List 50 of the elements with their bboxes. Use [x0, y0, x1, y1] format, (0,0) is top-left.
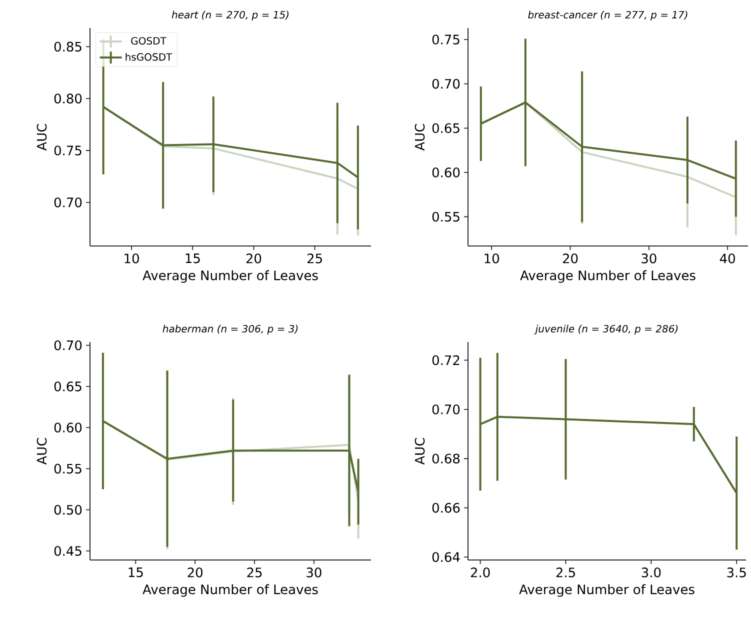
x-tick-label: 15: [186, 254, 200, 264]
x-axis-title: Average Number of Leaves: [142, 584, 318, 597]
y-axis-title: AUC: [36, 124, 47, 151]
y-tick-label: 0.80: [54, 94, 82, 104]
y-tick-label: 0.66: [432, 502, 460, 513]
legend-label: hsGOSDT: [126, 53, 172, 61]
y-axis-title: AUC: [36, 438, 47, 465]
x-tick-label: 30: [642, 254, 656, 264]
x-tick-label: 25: [247, 568, 262, 578]
legend-label: GOSDT: [131, 37, 166, 45]
x-tick-label: 30: [306, 568, 322, 578]
y-tick-label: 0.75: [54, 146, 82, 156]
x-tick-label: 10: [484, 254, 499, 264]
x-tick-label: 2.0: [470, 568, 490, 578]
chart-title: juvenile (n = 3640, p = 286): [534, 324, 678, 334]
y-tick-label: 0.60: [54, 422, 82, 432]
y-tick-label: 0.65: [432, 123, 460, 134]
x-tick-label: 20: [188, 568, 202, 578]
y-tick-label: 0.50: [54, 504, 82, 515]
y-tick-label: 0.70: [432, 404, 460, 414]
x-axis-title: Average Number of Leaves: [519, 584, 694, 597]
x-tick-label: 2.5: [556, 568, 575, 578]
y-tick-label: 0.70: [432, 78, 460, 89]
x-axis-title: Average Number of Leaves: [142, 270, 318, 283]
y-tick-label: 0.55: [432, 212, 460, 222]
x-tick-label: 3.5: [727, 568, 746, 578]
y-tick-label: 0.72: [432, 355, 460, 366]
y-tick-label: 0.55: [54, 464, 82, 474]
y-axis-title: AUC: [414, 438, 425, 465]
x-tick-label: 20: [562, 254, 578, 264]
x-tick-label: 25: [307, 254, 322, 264]
y-tick-label: 0.45: [54, 546, 82, 556]
y-tick-label: 0.85: [54, 42, 82, 52]
chart-title: heart (n = 270, p = 15): [172, 10, 288, 20]
x-tick-label: 10: [124, 254, 139, 264]
y-tick-label: 0.60: [432, 168, 460, 178]
y-axis-title: AUC: [414, 124, 425, 151]
y-tick-label: 0.70: [54, 197, 82, 208]
y-tick-label: 0.68: [432, 454, 460, 464]
y-tick-label: 0.75: [432, 34, 460, 44]
x-axis-title: Average Number of Leaves: [520, 270, 696, 283]
y-tick-label: 0.65: [54, 382, 82, 392]
y-tick-label: 0.70: [54, 340, 82, 350]
x-tick-label: 20: [246, 254, 262, 264]
chart-title: breast-cancer (n = 277, p = 17): [528, 10, 688, 20]
y-tick-label: 0.64: [432, 552, 460, 562]
x-tick-label: 15: [128, 568, 143, 578]
x-tick-label: 40: [720, 254, 735, 264]
x-tick-label: 3.0: [642, 568, 661, 578]
chart-title: haberman (n = 306, p = 3): [162, 324, 298, 334]
